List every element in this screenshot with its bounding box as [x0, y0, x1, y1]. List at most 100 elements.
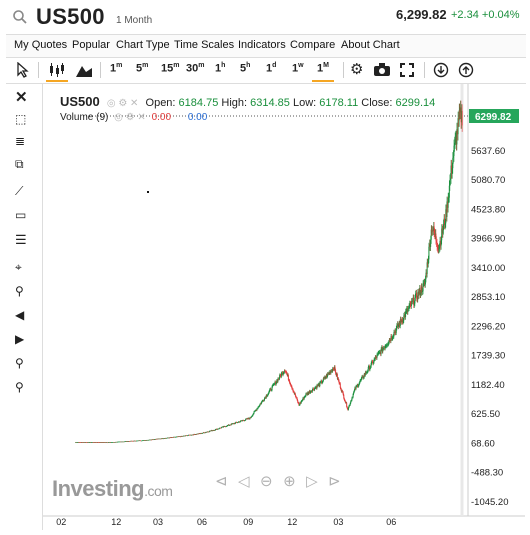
download-icon[interactable]	[433, 62, 449, 78]
volume-controls-icon[interactable]: ◎ ⚙ ✕	[114, 112, 146, 123]
candle-body	[130, 440, 132, 442]
nav-zoom-out-icon[interactable]: ⊖	[260, 473, 273, 490]
candle-body	[317, 384, 319, 387]
candle-body	[297, 400, 299, 403]
lines-icon[interactable]: ☰	[15, 232, 27, 247]
candle-body	[102, 442, 104, 443]
candle-body	[458, 118, 460, 121]
candle-body	[232, 423, 234, 425]
arrow-left-icon[interactable]: ◀	[15, 308, 25, 322]
candle-body	[252, 414, 254, 416]
menu-time-scales[interactable]: Time Scales	[174, 39, 235, 51]
menu-about-chart[interactable]: About Chart	[341, 39, 400, 51]
candle-body	[127, 441, 129, 442]
upload-icon[interactable]	[458, 62, 474, 78]
chart-area[interactable]: 5637.60 5080.70 4523.80 3966.90 3410.00 2853.…	[43, 84, 525, 535]
candle-body	[442, 230, 444, 234]
tf-30m[interactable]: 30m	[186, 62, 205, 75]
tf-1d[interactable]: 1d	[266, 62, 277, 75]
open-value: 6184.75	[178, 97, 219, 109]
candle-body	[156, 438, 158, 440]
candle-body	[188, 434, 190, 436]
candle-body	[287, 374, 289, 380]
candle-body	[147, 439, 149, 441]
toolbar: 1m 5m 15m 30m 1h 5h 1d 1w 1M ⚙	[6, 57, 526, 84]
fib-icon[interactable]: ≣	[15, 134, 26, 148]
candle-body	[445, 209, 447, 217]
candle-body	[212, 430, 214, 432]
candle-body	[373, 359, 375, 363]
candle-body	[324, 376, 326, 379]
candle-body	[199, 433, 201, 434]
trendline-icon[interactable]: ⟋	[15, 184, 24, 198]
tf-1h[interactable]: 1h	[215, 62, 226, 75]
rectangle-icon[interactable]: ▭	[15, 208, 27, 222]
tf-1M[interactable]: 1M	[317, 62, 329, 75]
change-percent: +0.04%	[481, 9, 520, 21]
candle-body	[131, 440, 133, 442]
candle-body	[357, 385, 359, 387]
tf-1m[interactable]: 1m	[110, 62, 123, 75]
ohlc-legend: US500 ◎ ⚙ ✕ Open: 6184.75 High: 6314.85 …	[60, 94, 435, 109]
candle-body	[260, 403, 262, 405]
area-icon[interactable]	[76, 63, 92, 77]
candle-body	[140, 440, 142, 442]
candle-body	[86, 442, 88, 444]
candle-body	[294, 393, 296, 395]
candle-body	[308, 391, 310, 393]
menu-chart-type[interactable]: Chart Type	[116, 39, 170, 51]
candle-body	[363, 377, 365, 379]
tf-5m[interactable]: 5m	[136, 62, 149, 75]
candlestick-icon[interactable]	[48, 63, 66, 77]
camera-icon[interactable]	[374, 63, 390, 76]
candle-body	[285, 371, 287, 373]
candle-body	[354, 387, 356, 391]
candle-body	[425, 272, 427, 279]
nav-zoom-in-icon[interactable]: ⊕	[283, 473, 296, 490]
candle-body	[338, 378, 340, 381]
tf-5h[interactable]: 5h	[240, 62, 251, 75]
tf-1w[interactable]: 1w	[292, 62, 304, 75]
candle-body	[261, 400, 263, 402]
menu-compare[interactable]: Compare	[290, 39, 336, 51]
menu-popular[interactable]: Popular	[72, 39, 110, 51]
candle-body	[75, 442, 77, 443]
nav-first-icon[interactable]: ⊲	[215, 473, 228, 490]
clone-icon[interactable]: ⧉	[15, 157, 24, 171]
select-icon[interactable]: ⬚	[15, 112, 27, 126]
candle-body	[326, 373, 328, 378]
zoom-out-icon[interactable]: ⚲	[15, 380, 24, 394]
gear-icon[interactable]: ⚙	[350, 61, 364, 78]
candle-body	[148, 439, 150, 441]
fullscreen-icon[interactable]	[400, 63, 414, 77]
candle-body	[266, 395, 268, 397]
candle-body	[304, 396, 306, 397]
nav-forward-icon[interactable]: ▷	[306, 473, 318, 490]
search-icon[interactable]	[12, 9, 28, 25]
candle-body	[314, 387, 316, 389]
arrow-right-icon[interactable]: ▶	[15, 332, 25, 346]
eye-icon[interactable]: ◎ ⚙ ✕	[106, 98, 139, 109]
menu-my-quotes[interactable]: My Quotes	[14, 39, 68, 51]
last-price: 6,299.82	[396, 7, 447, 22]
magnet-icon[interactable]: ⌖	[15, 260, 22, 274]
tf-15m[interactable]: 15m	[161, 62, 180, 75]
candle-body	[289, 382, 291, 385]
price-plot[interactable]: 5637.60 5080.70 4523.80 3966.90 3410.00 2853.…	[43, 84, 525, 535]
candle-body	[222, 426, 224, 428]
menu-indicators[interactable]: Indicators	[238, 39, 286, 51]
nav-back-icon[interactable]: ◁	[238, 473, 250, 490]
zoom-icon[interactable]: ⚲	[15, 284, 24, 298]
candle-body	[258, 405, 260, 407]
candle-body	[401, 319, 403, 323]
cursor-icon[interactable]	[16, 62, 30, 78]
candle-body	[338, 380, 340, 384]
add-icon[interactable]: ⚲	[15, 356, 24, 370]
candle-body	[143, 440, 145, 441]
candle-body	[414, 293, 416, 298]
candle-body	[118, 441, 120, 443]
nav-last-icon[interactable]: ⊳	[328, 473, 341, 490]
candle-body	[137, 440, 139, 442]
close-icon[interactable]: ✕	[15, 89, 28, 106]
candle-body	[343, 394, 345, 399]
